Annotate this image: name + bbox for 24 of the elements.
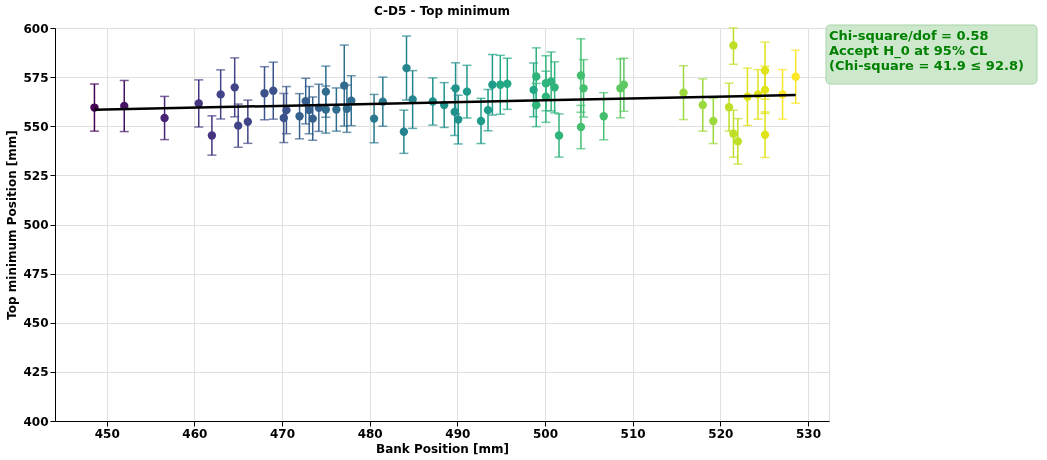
x-tick-label: 490 <box>445 426 471 441</box>
x-tick-label: 450 <box>94 426 120 441</box>
y-tick-label: 525 <box>23 168 49 183</box>
x-tick-label: 470 <box>270 426 296 441</box>
x-axis-title: Bank Position [mm] <box>375 441 510 456</box>
y-tick-label: 475 <box>23 267 49 282</box>
y-tick-label: 575 <box>23 70 49 85</box>
y-tick-label: 400 <box>23 414 49 429</box>
x-tick-label: 500 <box>532 426 559 441</box>
y-tick-label: 450 <box>23 316 49 331</box>
annotation: (Chi-square = 41.9 ≤ 92.8) <box>829 58 1024 73</box>
chart-title: C-D5 - Top minimum <box>373 4 511 18</box>
y-tick-label: 425 <box>23 365 49 380</box>
annotation: Chi-square/dof = 0.58 <box>829 28 989 43</box>
x-tick-label: 460 <box>182 426 208 441</box>
annotation: Accept H_0 at 95% CL <box>829 43 988 59</box>
y-tick-label: 550 <box>23 119 49 134</box>
y-tick-label: 500 <box>23 218 49 232</box>
x-tick-label: 480 <box>357 426 383 441</box>
y-tick-label: 600 <box>23 21 49 36</box>
x-tick-label: 510 <box>620 426 646 441</box>
y-axis-title: Top minimum Position [mm] <box>5 130 20 320</box>
x-tick-label: 530 <box>795 426 821 441</box>
x-tick-label: 520 <box>708 426 734 441</box>
